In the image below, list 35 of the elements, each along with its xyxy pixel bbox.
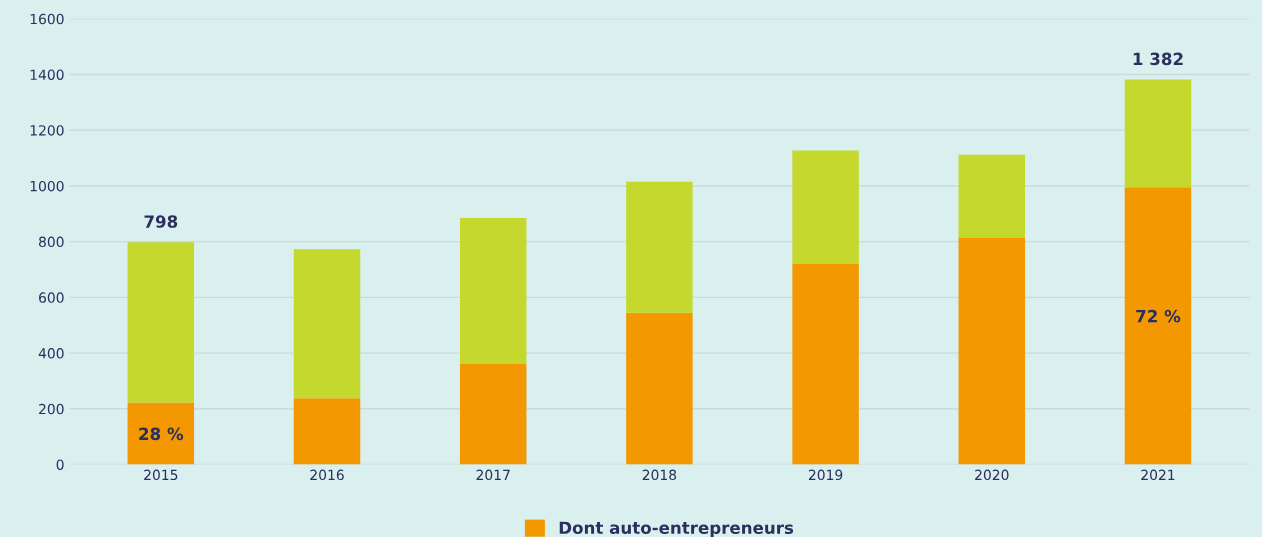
total-label: 1 382	[1133, 52, 1183, 66]
bar	[792, 150, 859, 264]
x-tick-label: 2017	[476, 469, 510, 481]
x-tick-label: 2020	[975, 469, 1009, 481]
bar	[459, 363, 527, 465]
x-tick-label: 2016	[310, 469, 344, 481]
bar	[127, 242, 195, 403]
bar	[626, 181, 693, 313]
x-tick-label: 2021	[1141, 469, 1175, 481]
bar	[958, 238, 1026, 465]
x-tick-label: 2015	[144, 469, 178, 481]
y-tick-label: 1600	[30, 13, 64, 25]
x-tick-label: 2018	[642, 469, 677, 481]
bar	[293, 249, 361, 399]
total-label: 798	[144, 215, 178, 228]
bar	[626, 312, 693, 465]
legend-label: Dont auto-entrepreneurs	[559, 521, 794, 537]
annotation: 28 %	[139, 427, 184, 441]
bar	[459, 217, 527, 364]
x-tick-label: 2019	[808, 469, 843, 481]
bar	[958, 154, 1026, 239]
y-tick-label: 1000	[30, 180, 64, 192]
bar	[127, 402, 195, 465]
bar	[293, 398, 361, 465]
y-tick-label: 200	[39, 403, 64, 415]
bar	[792, 263, 859, 465]
annotation: 72 %	[1136, 309, 1181, 323]
y-tick-label: 800	[38, 236, 64, 248]
y-tick-label: 1200	[30, 125, 64, 136]
bar	[1124, 187, 1192, 465]
y-tick-label: 400	[38, 348, 64, 359]
y-tick-label: 600	[39, 292, 64, 303]
bar	[1124, 79, 1192, 188]
y-tick-label: 1400	[30, 69, 64, 80]
y-tick-label: 0	[56, 459, 64, 470]
